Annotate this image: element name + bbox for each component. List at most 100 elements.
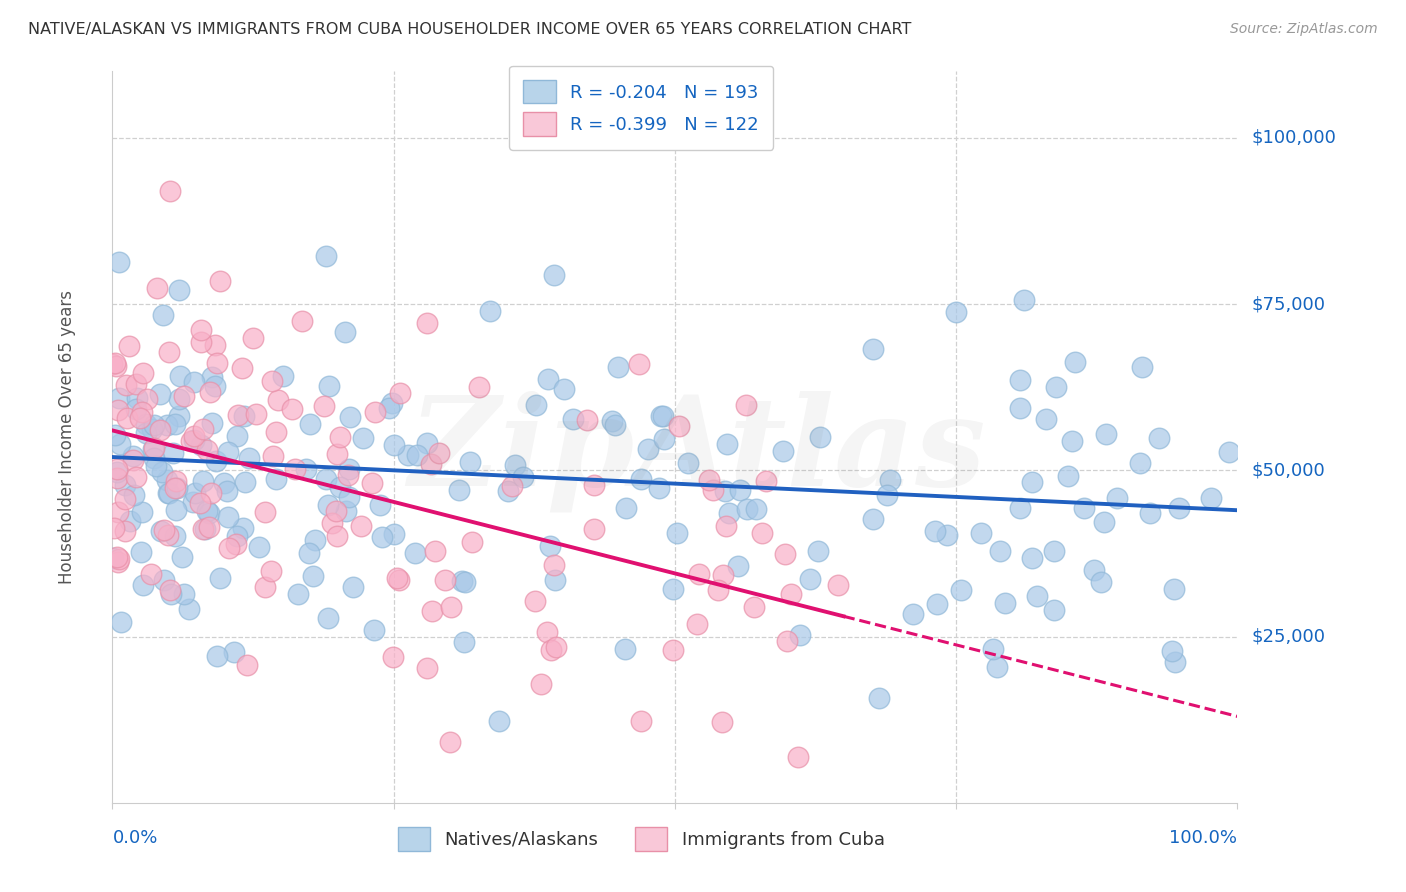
Point <box>205 648 228 663</box>
Text: $100,000: $100,000 <box>1251 128 1336 147</box>
Point <box>247 540 270 554</box>
Point <box>876 487 898 501</box>
Point <box>530 677 553 691</box>
Point <box>727 559 749 574</box>
Point <box>1035 412 1057 426</box>
Point <box>167 409 190 424</box>
Point <box>105 549 128 564</box>
Point <box>118 339 141 353</box>
Point <box>170 549 193 564</box>
Point <box>614 500 637 515</box>
Point <box>165 474 187 488</box>
Point <box>751 526 773 541</box>
Point <box>299 417 322 431</box>
Point <box>1090 575 1112 590</box>
Point <box>382 526 405 541</box>
Point <box>114 491 136 506</box>
Point <box>600 414 623 428</box>
Point <box>986 660 1008 674</box>
Point <box>222 645 245 659</box>
Point <box>143 418 166 433</box>
Point <box>538 539 561 553</box>
Point <box>382 438 405 452</box>
Point <box>232 521 254 535</box>
Point <box>745 502 768 516</box>
Text: Householder Income Over 65 years: Householder Income Over 65 years <box>59 290 76 584</box>
Point <box>1057 469 1080 483</box>
Point <box>630 472 652 486</box>
Point <box>780 586 803 600</box>
Point <box>181 495 204 509</box>
Point <box>1060 434 1083 449</box>
Point <box>315 249 337 263</box>
Point <box>935 528 957 542</box>
Point <box>524 594 547 608</box>
Point <box>157 528 180 542</box>
Point <box>208 571 231 585</box>
Point <box>218 541 240 555</box>
Point <box>434 573 457 587</box>
Point <box>787 749 810 764</box>
Point <box>652 409 675 424</box>
Point <box>335 504 357 518</box>
Point <box>132 578 155 592</box>
Point <box>350 518 373 533</box>
Legend: Natives/Alaskans, Immigrants from Cuba: Natives/Alaskans, Immigrants from Cuba <box>388 818 894 860</box>
Point <box>1010 373 1032 387</box>
Point <box>536 624 558 639</box>
Point <box>582 522 605 536</box>
Point <box>195 503 218 517</box>
Point <box>862 342 884 356</box>
Point <box>396 448 419 462</box>
Point <box>628 357 651 371</box>
Point <box>772 443 794 458</box>
Point <box>735 398 758 412</box>
Point <box>799 572 821 586</box>
Point <box>924 524 946 538</box>
Point <box>325 504 347 518</box>
Point <box>416 661 439 675</box>
Text: $75,000: $75,000 <box>1251 295 1326 313</box>
Point <box>950 582 973 597</box>
Point <box>544 573 567 587</box>
Point <box>711 568 734 582</box>
Point <box>368 498 391 512</box>
Point <box>205 454 228 468</box>
Point <box>191 422 214 436</box>
Point <box>110 615 132 630</box>
Text: Source: ZipAtlas.com: Source: ZipAtlas.com <box>1230 22 1378 37</box>
Point <box>141 422 163 436</box>
Point <box>194 522 217 536</box>
Point <box>153 573 176 587</box>
Point <box>198 385 221 400</box>
Point <box>167 392 190 407</box>
Point <box>1199 491 1222 505</box>
Point <box>200 486 222 500</box>
Point <box>315 472 337 486</box>
Point <box>993 595 1015 609</box>
Point <box>381 396 404 410</box>
Point <box>773 547 796 561</box>
Point <box>668 418 690 433</box>
Point <box>381 649 404 664</box>
Point <box>150 465 173 479</box>
Point <box>321 516 343 530</box>
Point <box>228 408 250 422</box>
Point <box>329 430 352 444</box>
Point <box>337 462 360 476</box>
Point <box>1042 543 1064 558</box>
Text: ZipAtlas: ZipAtlas <box>409 391 986 513</box>
Point <box>458 455 481 469</box>
Point <box>420 604 443 618</box>
Point <box>1218 445 1240 459</box>
Text: NATIVE/ALASKAN VS IMMIGRANTS FROM CUBA HOUSEHOLDER INCOME OVER 65 YEARS CORRELAT: NATIVE/ALASKAN VS IMMIGRANTS FROM CUBA H… <box>28 22 911 37</box>
Point <box>406 448 429 462</box>
Point <box>710 714 733 729</box>
Point <box>105 465 128 479</box>
Point <box>316 611 339 625</box>
Point <box>107 556 129 570</box>
Point <box>114 524 136 538</box>
Point <box>524 398 547 412</box>
Point <box>661 643 683 657</box>
Point <box>245 407 267 421</box>
